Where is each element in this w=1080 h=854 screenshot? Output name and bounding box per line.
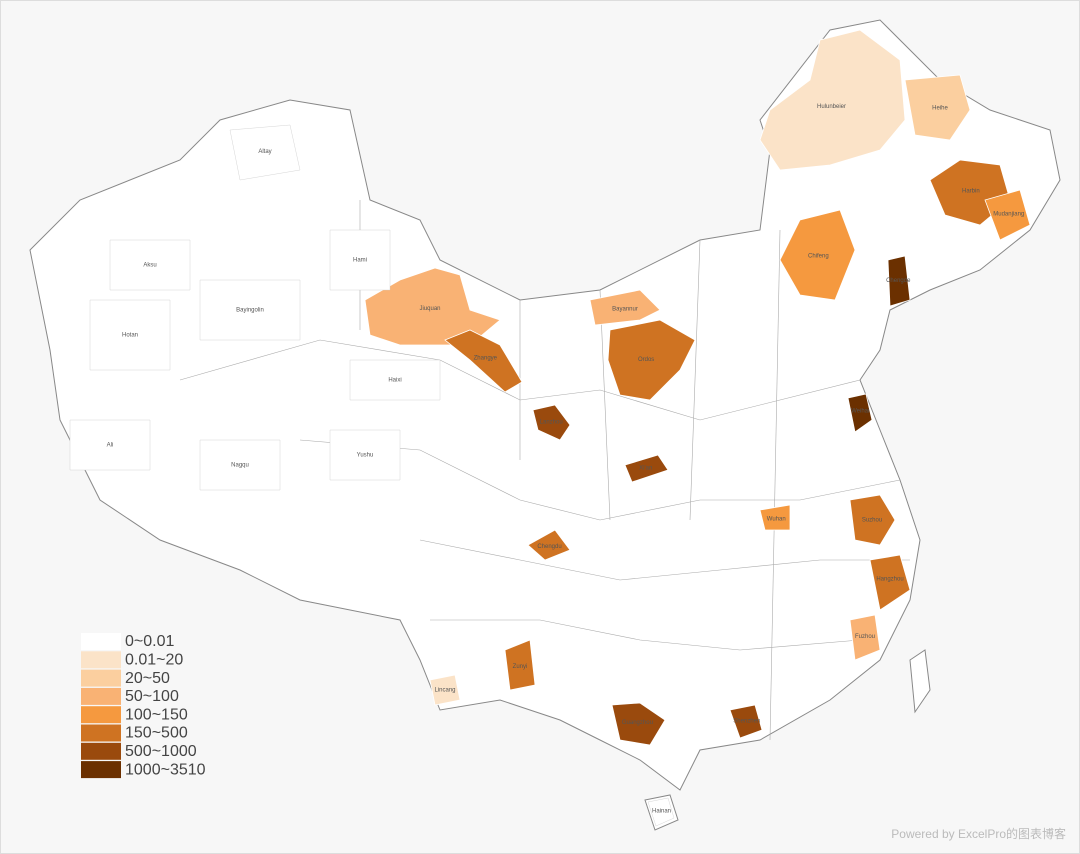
region-label: Jiuquan bbox=[419, 306, 440, 312]
region bbox=[729, 704, 763, 739]
region bbox=[759, 29, 906, 171]
region bbox=[887, 255, 911, 307]
region bbox=[869, 554, 911, 611]
region-label: Chengde bbox=[886, 278, 911, 284]
region-label: Suzhou bbox=[862, 518, 882, 524]
region-label: Heihe bbox=[932, 106, 948, 112]
region-label: Zhangye bbox=[474, 356, 498, 362]
region-label: Harbin bbox=[962, 188, 980, 194]
legend-swatch bbox=[81, 724, 121, 742]
region bbox=[779, 209, 856, 301]
region-label: Altay bbox=[258, 149, 271, 155]
legend-label: 0~0.01 bbox=[125, 633, 174, 650]
legend-label: 100~150 bbox=[125, 706, 188, 723]
region-label: Aksu bbox=[143, 263, 156, 269]
regions: Hulunbeier Heihe Harbin Mudanjiang Chifeng Ch… bbox=[69, 29, 1031, 827]
region bbox=[364, 267, 501, 346]
region-label: Lanzhou bbox=[540, 420, 563, 426]
region bbox=[349, 359, 441, 401]
region bbox=[532, 404, 571, 441]
region-label: Weihai bbox=[851, 409, 869, 415]
legend-swatch bbox=[81, 651, 121, 669]
region-label: Hulunbeier bbox=[817, 104, 846, 110]
region-label: Lincang bbox=[434, 688, 455, 694]
region-label: Ali bbox=[107, 443, 114, 449]
taiwan-outline bbox=[909, 649, 931, 714]
region bbox=[611, 702, 666, 746]
region bbox=[624, 454, 669, 483]
region-label: Nagqu bbox=[231, 463, 249, 469]
region-label: Haixi bbox=[388, 378, 401, 384]
region bbox=[229, 124, 301, 181]
legend-swatch bbox=[81, 669, 121, 687]
region bbox=[444, 329, 523, 393]
region-label: Hotan bbox=[122, 333, 138, 339]
region bbox=[607, 319, 696, 401]
legend-swatch bbox=[81, 687, 121, 705]
region bbox=[759, 504, 791, 531]
region bbox=[109, 239, 191, 291]
legend-swatch bbox=[81, 761, 121, 779]
legend-swatch bbox=[81, 742, 121, 760]
legend-swatch bbox=[81, 633, 121, 650]
legend-label: 50~100 bbox=[125, 688, 179, 705]
watermark: Powered by ExcelPro的图表博客 bbox=[891, 826, 1066, 841]
region-label: Zunyi bbox=[513, 664, 528, 670]
region-label: Hami bbox=[353, 258, 367, 264]
region bbox=[504, 639, 536, 691]
region bbox=[89, 299, 171, 371]
legend-label: 150~500 bbox=[125, 725, 188, 742]
region-label: Mudanjiang bbox=[993, 211, 1024, 217]
region-label: Bayingolin bbox=[236, 308, 264, 314]
region-label: Fuzhou bbox=[855, 634, 875, 640]
region-label: Guangzhou bbox=[622, 720, 653, 726]
region bbox=[329, 429, 401, 481]
region-label: Xi'an bbox=[639, 466, 652, 472]
region-label: Hainan bbox=[652, 809, 671, 815]
region-label: Hangzhou bbox=[876, 576, 903, 582]
legend-label: 0.01~20 bbox=[125, 652, 183, 669]
region-label: Chengdu bbox=[537, 544, 561, 550]
region bbox=[527, 529, 571, 561]
legend-label: 20~50 bbox=[125, 670, 170, 687]
region-label: Wuhan bbox=[767, 516, 786, 522]
region bbox=[329, 229, 391, 291]
country-outline bbox=[29, 19, 1061, 791]
region-label: Shenzhen bbox=[733, 718, 760, 724]
region bbox=[904, 74, 971, 141]
region bbox=[589, 289, 661, 326]
legend-label: 1000~3510 bbox=[125, 761, 206, 778]
legend-label: 500~1000 bbox=[125, 743, 197, 760]
region-label: Yushu bbox=[357, 453, 374, 459]
region bbox=[849, 494, 896, 546]
legend-swatch bbox=[81, 706, 121, 724]
region bbox=[429, 674, 461, 706]
region bbox=[199, 439, 281, 491]
region bbox=[647, 797, 675, 827]
region-label: Bayannur bbox=[612, 307, 638, 313]
region bbox=[199, 279, 301, 341]
region bbox=[69, 419, 151, 471]
region bbox=[984, 189, 1031, 241]
region bbox=[847, 393, 873, 433]
region bbox=[849, 614, 881, 661]
region-label: Ordos bbox=[638, 357, 654, 363]
region-label: Chifeng bbox=[808, 253, 829, 259]
